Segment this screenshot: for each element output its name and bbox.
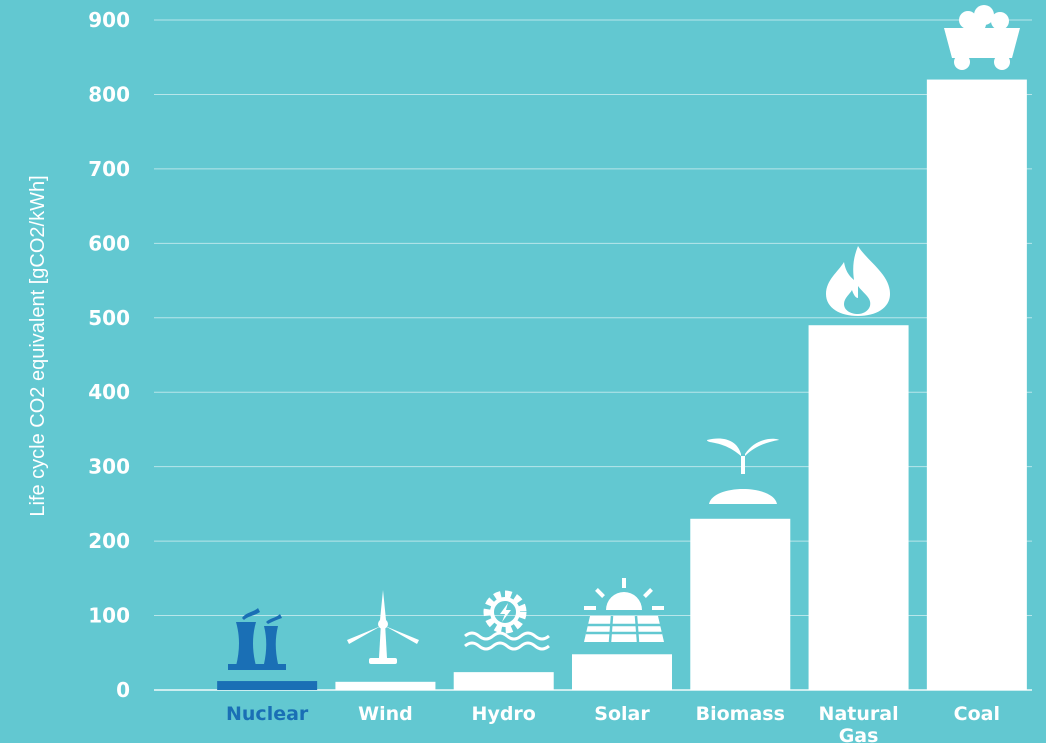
- flame-icon: [826, 246, 890, 316]
- coal-cart-icon: [944, 5, 1020, 70]
- bar-hydro: [453, 672, 554, 690]
- bar-nuclear: [217, 681, 318, 690]
- bar-biomass: [690, 518, 791, 690]
- y-axis-label: Life cycle CO2 equivalent [gCO2/kWh]: [27, 175, 49, 516]
- y-tick-label: 400: [88, 380, 130, 404]
- x-tick-label-nuclear: Nuclear: [226, 703, 309, 725]
- solar-panel-icon: [584, 578, 664, 643]
- y-tick-label: 200: [88, 529, 130, 553]
- bar-icons: [228, 5, 1020, 670]
- bars: [217, 79, 1027, 691]
- bar-natural-gas: [808, 325, 909, 690]
- y-axis-ticks: 0 100 200 300 400 500 600 700 800 900: [88, 8, 130, 702]
- bar-wind: [335, 681, 436, 690]
- bar-solar: [572, 654, 672, 690]
- x-tick-label-solar: Solar: [594, 703, 650, 725]
- hydro-gear-icon: [464, 590, 550, 651]
- y-tick-label: 300: [88, 455, 130, 479]
- y-tick-label: 0: [116, 678, 130, 702]
- y-tick-label: 600: [88, 231, 130, 255]
- x-tick-label-wind: Wind: [358, 703, 413, 725]
- x-tick-label-biomass: Biomass: [696, 703, 785, 725]
- y-tick-label: 900: [88, 8, 130, 32]
- x-tick-label-natural-gas-2: Gas: [839, 725, 879, 743]
- x-tick-label-natural-gas-1: Natural: [819, 703, 899, 725]
- sprout-icon: [707, 438, 779, 504]
- cooling-tower-icon: [228, 608, 286, 670]
- y-tick-label: 100: [88, 604, 130, 628]
- wind-turbine-icon: [347, 590, 419, 664]
- y-tick-label: 500: [88, 306, 130, 330]
- x-tick-label-hydro: Hydro: [472, 703, 536, 725]
- bar-coal: [926, 79, 1027, 691]
- x-tick-label-coal: Coal: [954, 703, 1000, 725]
- gridlines: [154, 19, 1032, 691]
- y-tick-label: 700: [88, 157, 130, 181]
- y-tick-label: 800: [88, 82, 130, 106]
